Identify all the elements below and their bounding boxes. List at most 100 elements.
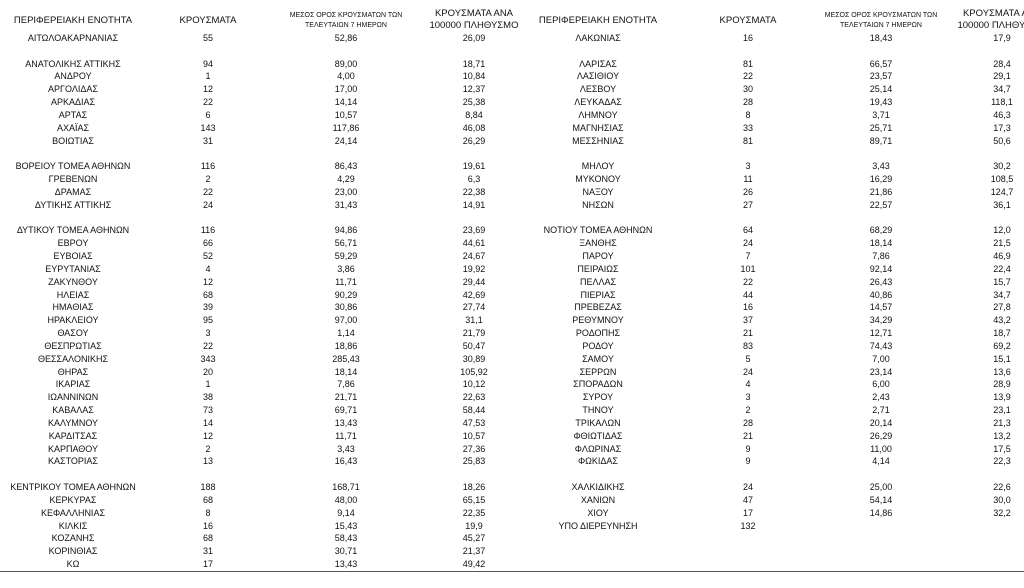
cases-per-100k: 65,15	[462, 494, 486, 505]
cases: 94	[202, 58, 214, 69]
cases-per-100k: 17,9	[993, 33, 1011, 43]
cases: 26	[742, 186, 754, 197]
region-name: ΧΑΛΚΙΔΙΚΗΣ	[571, 482, 625, 493]
region-name: ΒΟΡΕΙΟΥ ΤΟΜΕΑ ΑΘΗΝΩΝ	[15, 161, 131, 172]
region-name: ΕΥΡΥΤΑΝΙΑΣ	[45, 263, 101, 274]
seven-day-average: 56,71	[334, 238, 358, 249]
cases: 11	[743, 174, 753, 185]
cases: 24	[742, 366, 754, 377]
region-name: ΣΥΡΟΥ	[582, 392, 614, 403]
cases-per-100k: 13,2	[993, 430, 1011, 441]
cases: 73	[202, 405, 214, 416]
cases: 27	[742, 199, 754, 210]
cases-per-100k: 29,1	[993, 71, 1011, 82]
cases: 343	[200, 353, 216, 364]
region-name: ΑΙΤΩΛΟΑΚΑΡΝΑΝΙΑΣ	[27, 33, 119, 43]
region-name: ΜΑΓΝΗΣΙΑΣ	[572, 122, 624, 133]
cases: 22	[202, 340, 214, 351]
cases: 28	[742, 97, 754, 108]
cases-per-100k: 12,0	[993, 225, 1011, 236]
cases-per-100k: 15,1	[993, 353, 1011, 364]
cases-per-100k: 27,8	[993, 302, 1011, 313]
region-name: ΡΕΘΥΜΝΟΥ	[572, 315, 624, 326]
region-name: ΘΕΣΣΑΛΟΝΙΚΗΣ	[37, 353, 109, 364]
cases: 16	[742, 302, 754, 313]
cases-per-100k: 25,38	[462, 97, 486, 108]
seven-day-average: 23,57	[869, 71, 893, 82]
cases: 38	[202, 392, 214, 403]
cases-per-100k: 18,71	[462, 58, 486, 69]
region-name: ΜΥΚΟΝΟΥ	[575, 174, 621, 185]
cases-per-100k: 49,42	[462, 559, 486, 570]
seven-day-average: 74,43	[869, 340, 893, 351]
cases: 116	[200, 161, 216, 172]
cases-per-100k: 22,38	[462, 186, 486, 197]
seven-day-average: 59,29	[334, 251, 358, 262]
column-header: ΠΕΡΙΦΕΡΕΙΑΚΗ ΕΝΟΤΗΤΑ	[538, 15, 658, 26]
seven-day-average: 13,43	[334, 559, 358, 570]
cases: 3	[205, 328, 211, 339]
cases-per-100k: 30,2	[993, 161, 1011, 172]
cases: 8	[745, 109, 751, 120]
cases-per-100k: 28,4	[993, 58, 1011, 69]
cases-per-100k: 21,3	[993, 417, 1011, 428]
cases: 81	[742, 135, 754, 146]
region-name: ΦΛΩΡΙΝΑΣ	[574, 443, 622, 454]
cases: 14	[202, 417, 214, 428]
seven-day-average: 18,43	[869, 33, 893, 43]
cases: 47	[742, 494, 754, 505]
region-name: ΑΡΚΑΔΙΑΣ	[50, 97, 96, 108]
cases: 68	[202, 494, 214, 505]
cases: 83	[742, 340, 754, 351]
cases: 116	[200, 225, 216, 236]
cases: 13	[202, 456, 214, 467]
region-name: ΚΕΡΚΥΡΑΣ	[49, 494, 97, 505]
region-name: ΜΗΛΟΥ	[581, 161, 615, 172]
cases-per-100k: 31,1	[465, 315, 483, 326]
seven-day-average: 13,43	[334, 417, 358, 428]
cases: 16	[202, 520, 214, 531]
cases: 4	[205, 263, 211, 274]
seven-day-average: 34,29	[869, 315, 893, 326]
cases: 188	[200, 482, 216, 493]
cases: 6	[205, 109, 211, 120]
seven-day-average: 54,14	[869, 494, 893, 505]
region-name: ΚΕΦΑΛΛΗΝΙΑΣ	[40, 507, 106, 518]
cases: 17	[202, 559, 214, 570]
cases-per-100k: 17,3	[993, 122, 1011, 133]
bottom-rule	[0, 571, 1024, 572]
region-name: ΛΑΚΩΝΙΑΣ	[575, 33, 621, 43]
seven-day-average: 1,14	[337, 328, 355, 339]
cases: 22	[742, 71, 754, 82]
region-name: ΙΚΑΡΙΑΣ	[55, 379, 91, 390]
cases-per-100k: 124,7	[990, 186, 1014, 197]
seven-day-average: 11,71	[335, 430, 357, 441]
region-name: ΝΑΞΟΥ	[582, 186, 614, 197]
seven-day-average: 21,86	[869, 186, 893, 197]
cases: 2	[205, 443, 211, 454]
region-name: ΘΑΣΟΥ	[57, 328, 89, 339]
cases: 81	[742, 58, 754, 69]
region-name: ΧΑΝΙΩΝ	[580, 494, 616, 505]
column-header: ΚΡΟΥΣΜΑΤΑ ΑΝΑ 100000 ΠΛΗΘΥΣΜΟ	[429, 8, 519, 31]
cases: 30	[742, 84, 754, 95]
cases-per-100k: 18,26	[462, 482, 486, 493]
region-name: ΛΑΣΙΘΙΟΥ	[576, 71, 620, 82]
seven-day-average: 2,71	[872, 405, 890, 416]
region-name: ΣΕΡΡΩΝ	[579, 366, 617, 377]
seven-day-average: 3,43	[872, 161, 890, 172]
region-name: ΖΑΚΥΝΘΟΥ	[48, 276, 98, 287]
cases: 44	[742, 289, 754, 300]
cases-per-100k: 45,27	[462, 533, 486, 544]
cases: 1	[205, 379, 211, 390]
column-header: ΜΕΣΟΣ ΟΡΟΣ ΚΡΟΥΣΜΑΤΩΝ ΤΩΝ ΤΕΛΕΥΤΑΙΩΝ 7 Η…	[824, 12, 938, 29]
seven-day-average: 20,14	[869, 417, 893, 428]
seven-day-average: 25,14	[869, 84, 893, 95]
region-name: ΑΧΑΪΑΣ	[56, 122, 90, 133]
region-name: ΤΗΝΟΥ	[582, 405, 614, 416]
region-name: ΦΩΚΙΔΑΣ	[578, 456, 618, 467]
cases: 64	[742, 225, 754, 236]
region-name: ΔΡΑΜΑΣ	[54, 186, 92, 197]
cases: 33	[742, 122, 754, 133]
seven-day-average: 3,86	[337, 263, 355, 274]
